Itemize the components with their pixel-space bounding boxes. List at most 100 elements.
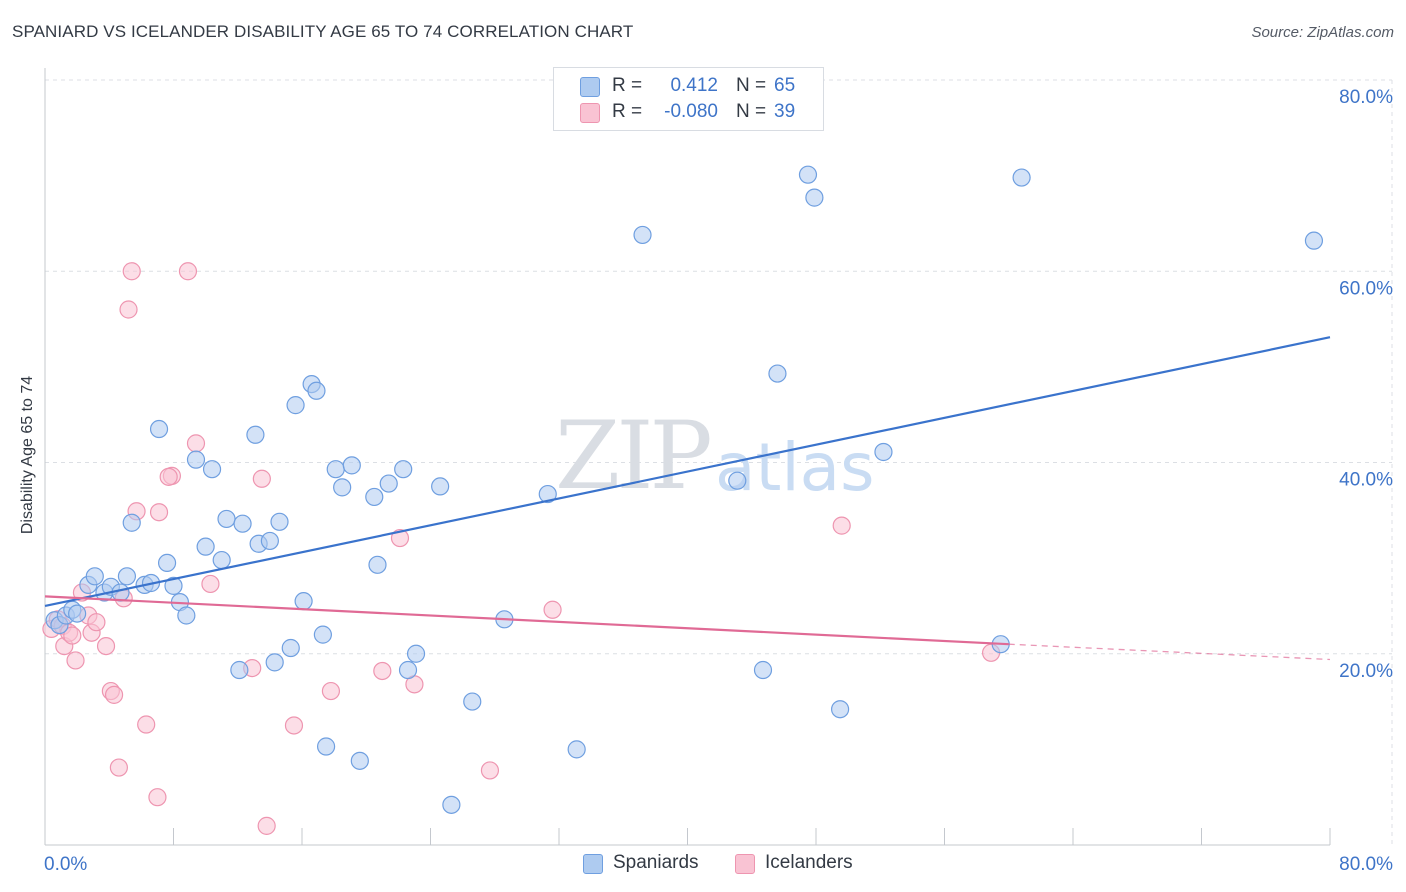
spaniard-point xyxy=(313,625,332,644)
icelander-point xyxy=(832,516,851,535)
icelander-point xyxy=(543,600,562,619)
legend-r-label: R = xyxy=(612,75,643,96)
icelander-point xyxy=(63,626,82,645)
spaniard-point xyxy=(149,419,169,439)
icelanders-trend-extension xyxy=(1008,643,1331,661)
legend-r-value: -0.080 xyxy=(664,101,718,122)
icelander-point xyxy=(390,528,410,548)
spaniard-point xyxy=(805,188,824,207)
icelander-point xyxy=(104,685,124,704)
spaniard-point xyxy=(463,692,482,711)
spaniard-point xyxy=(1304,231,1324,250)
bottom-legend-label-icelanders: Icelanders xyxy=(765,852,853,873)
chart-source: Source: ZipAtlas.com xyxy=(1251,24,1394,41)
icelander-point xyxy=(373,661,392,681)
spaniard-point xyxy=(798,165,818,184)
icelander-point xyxy=(201,574,220,594)
spaniard-point xyxy=(281,638,300,658)
spaniard-point xyxy=(398,660,418,680)
icelander-point xyxy=(109,758,128,777)
spaniard-point xyxy=(365,487,384,507)
x-tick-label: 0.0% xyxy=(44,854,87,875)
bottom-legend-swatch-spaniards xyxy=(583,854,603,874)
icelander-point xyxy=(178,262,198,281)
icelander-point xyxy=(96,636,116,656)
icelander-point xyxy=(284,716,304,735)
legend-r-label: R = xyxy=(612,101,643,122)
bottom-legend-swatch-icelanders xyxy=(735,854,755,874)
icelander-point xyxy=(119,300,138,319)
spaniard-point xyxy=(406,644,426,663)
icelander-point xyxy=(87,613,106,632)
legend: R = 0.412 N = 65 R = -0.080 N = 39 xyxy=(553,67,824,131)
y-tick-label: 20.0% xyxy=(1339,661,1393,682)
spaniard-point xyxy=(394,460,413,479)
icelander-point xyxy=(137,715,156,734)
spaniard-point xyxy=(270,512,289,531)
legend-n-value: 39 xyxy=(774,101,796,122)
icelander-point xyxy=(122,262,141,281)
legend-swatch-spaniards xyxy=(580,77,600,97)
spaniard-point xyxy=(874,442,893,462)
spaniard-point xyxy=(326,460,345,479)
trend-lines xyxy=(44,336,1331,661)
spaniard-point xyxy=(217,509,236,529)
spaniard-point xyxy=(538,484,557,504)
legend-swatch-icelanders xyxy=(580,103,600,123)
spaniard-point xyxy=(164,576,183,595)
spaniard-point xyxy=(379,474,398,493)
spaniard-point xyxy=(260,531,279,551)
series-icelanders xyxy=(42,262,1001,835)
legend-r-value: 0.412 xyxy=(670,75,718,96)
spaniard-point xyxy=(202,460,222,479)
spaniard-point xyxy=(342,456,361,475)
spaniard-point xyxy=(286,396,305,415)
spaniard-point xyxy=(157,553,177,573)
spaniard-point xyxy=(316,737,336,756)
spaniard-point xyxy=(196,537,215,556)
legend-n-label: N = xyxy=(736,75,767,96)
legend-n-label: N = xyxy=(736,101,767,122)
spaniard-point xyxy=(177,606,196,625)
icelander-point xyxy=(257,816,276,835)
icelander-point xyxy=(321,681,341,701)
spaniard-point xyxy=(68,604,87,623)
spaniard-point xyxy=(442,795,461,814)
spaniard-point xyxy=(307,381,326,400)
icelander-point xyxy=(252,469,271,488)
spaniard-point xyxy=(230,660,249,680)
icelander-point xyxy=(186,434,206,453)
icelanders-trend-line xyxy=(44,595,1009,646)
spaniard-point xyxy=(111,583,130,602)
icelander-point xyxy=(159,467,178,486)
icelander-point xyxy=(149,503,169,522)
spaniard-point xyxy=(431,477,450,496)
spaniards-trend-line xyxy=(44,336,1331,608)
spaniard-point xyxy=(246,425,265,444)
spaniard-point xyxy=(728,471,747,490)
icelander-point xyxy=(66,651,85,670)
spaniard-point xyxy=(233,514,252,533)
spaniard-point xyxy=(212,550,231,570)
legend-n-value: 65 xyxy=(774,75,796,96)
spaniard-point xyxy=(122,513,141,532)
y-tick-label: 40.0% xyxy=(1339,470,1393,491)
spaniard-point xyxy=(368,555,387,574)
watermark-atlas: atlas xyxy=(715,429,875,506)
spaniard-point xyxy=(768,364,787,383)
spaniard-point xyxy=(333,478,352,497)
spaniard-point xyxy=(830,700,850,719)
watermark: ZIP atlas xyxy=(555,402,875,511)
spaniard-point xyxy=(186,450,206,469)
spaniard-point xyxy=(117,567,137,586)
spaniard-point xyxy=(85,567,104,586)
spaniard-point xyxy=(753,660,773,680)
spaniard-point xyxy=(350,751,369,770)
spaniard-point xyxy=(294,592,313,611)
tick-labels: 20.0% 40.0% 60.0% 80.0% 0.0% 80.0% xyxy=(44,87,1393,875)
axes xyxy=(44,68,1331,846)
icelander-point xyxy=(480,761,500,780)
x-tick-label: 80.0% xyxy=(1339,854,1393,875)
spaniard-point xyxy=(265,653,284,672)
y-tick-label: 60.0% xyxy=(1339,278,1393,299)
